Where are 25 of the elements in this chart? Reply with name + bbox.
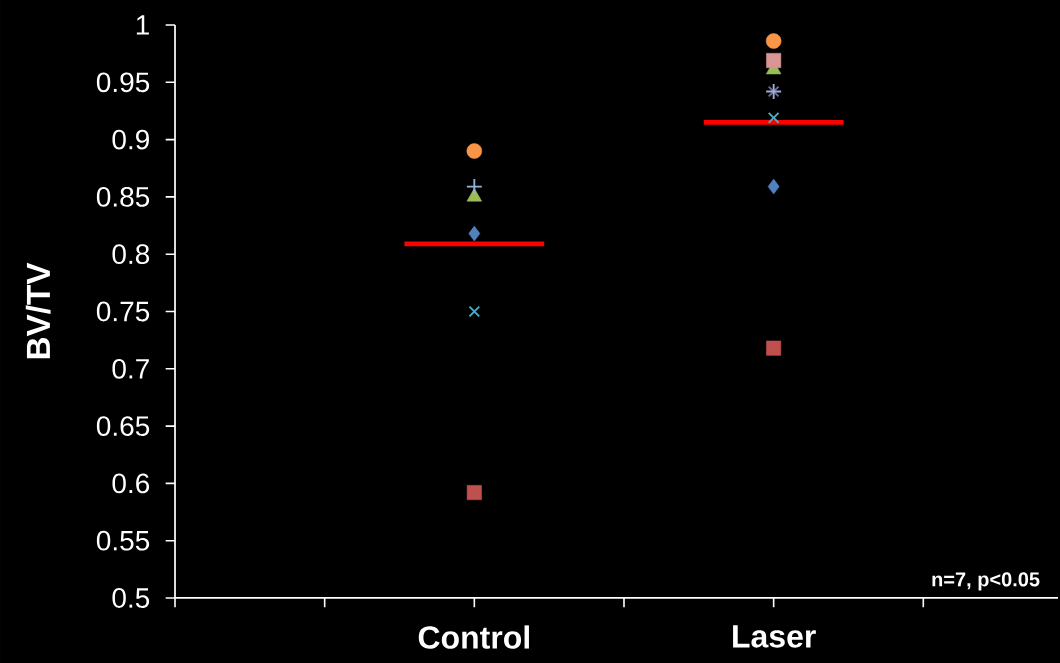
y-axis-title: BV/TV [25, 262, 51, 359]
y-tick-label: 0.95 [96, 72, 150, 93]
y-tick-label: 0.9 [112, 129, 149, 150]
point [465, 178, 483, 195]
point [766, 340, 782, 356]
annotation: n=7, p<0.05 [932, 572, 1040, 591]
y-tick-label: 0.65 [96, 416, 150, 436]
point [468, 305, 481, 318]
point [766, 53, 782, 68]
point [466, 485, 482, 501]
y-tick-label: 0.6 [112, 473, 150, 494]
y-tick-label: 0.7 [112, 358, 149, 379]
x-tick-label: Laser [733, 625, 816, 648]
point [767, 111, 780, 124]
x-tick-label: Control [418, 625, 529, 649]
point [767, 178, 780, 195]
point [765, 33, 782, 49]
y-tick-label: 0.8 [112, 244, 150, 265]
point [468, 225, 481, 242]
y-tick-label: 1 [136, 15, 149, 35]
y-tick-label: 0.55 [96, 530, 150, 551]
point [466, 143, 483, 159]
y-tick-label: 0.5 [112, 588, 150, 608]
y-tick-label: 0.75 [96, 301, 150, 322]
y-tick-label: 0.85 [96, 186, 150, 207]
